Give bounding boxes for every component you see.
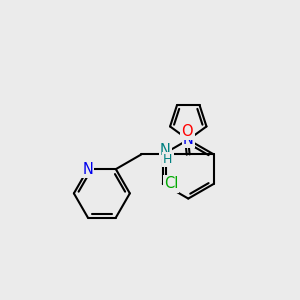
Text: N: N — [183, 132, 194, 147]
Text: O: O — [182, 124, 193, 139]
Text: N: N — [160, 143, 171, 158]
Text: H: H — [163, 153, 172, 166]
Text: N: N — [82, 162, 93, 177]
Text: Cl: Cl — [164, 176, 178, 191]
